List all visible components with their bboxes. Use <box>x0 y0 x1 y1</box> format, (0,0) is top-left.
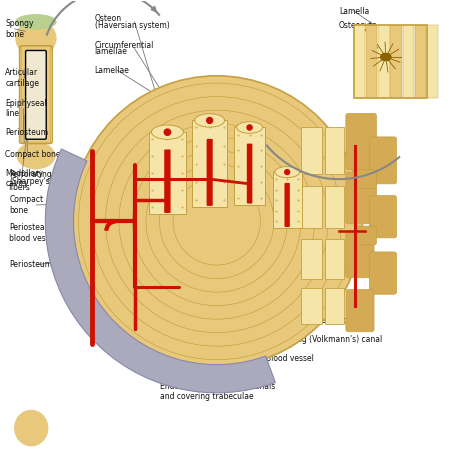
Text: lamellae: lamellae <box>95 48 128 57</box>
Text: Periosteum: Periosteum <box>5 128 49 137</box>
Ellipse shape <box>17 143 55 169</box>
Text: Medullary
cavity: Medullary cavity <box>5 169 43 188</box>
Text: Blood vessel: Blood vessel <box>266 354 314 363</box>
FancyBboxPatch shape <box>366 25 377 98</box>
Text: Compact
bone: Compact bone <box>9 195 43 215</box>
Circle shape <box>164 129 171 135</box>
Text: Osteocyte: Osteocyte <box>339 21 377 30</box>
FancyBboxPatch shape <box>427 25 438 98</box>
Ellipse shape <box>152 125 183 139</box>
Ellipse shape <box>381 53 391 61</box>
Text: fibers: fibers <box>9 183 31 192</box>
Text: Epiphyseal
line: Epiphyseal line <box>5 99 47 118</box>
FancyBboxPatch shape <box>355 226 376 245</box>
FancyBboxPatch shape <box>369 195 397 238</box>
Text: Endosteum lining bony canals
and covering trabeculae: Endosteum lining bony canals and coverin… <box>160 382 276 401</box>
Circle shape <box>71 76 362 367</box>
FancyBboxPatch shape <box>415 25 426 98</box>
Text: Periosteal
blood vessel: Periosteal blood vessel <box>9 223 57 243</box>
Text: Circumferential: Circumferential <box>95 41 154 50</box>
FancyBboxPatch shape <box>346 114 376 170</box>
Text: Perforating: Perforating <box>9 170 52 179</box>
FancyBboxPatch shape <box>346 290 374 332</box>
Text: Periosteum: Periosteum <box>9 260 52 269</box>
FancyBboxPatch shape <box>25 50 46 139</box>
Text: Spongy
bone: Spongy bone <box>5 19 34 39</box>
FancyBboxPatch shape <box>403 25 414 98</box>
Text: Compact bone: Compact bone <box>5 150 61 159</box>
FancyBboxPatch shape <box>369 252 397 294</box>
Circle shape <box>247 125 252 130</box>
FancyBboxPatch shape <box>301 239 322 279</box>
Text: Osteon: Osteon <box>95 14 122 23</box>
Ellipse shape <box>195 114 225 127</box>
Text: Lamella: Lamella <box>339 7 369 16</box>
Ellipse shape <box>275 167 300 178</box>
FancyBboxPatch shape <box>247 144 252 203</box>
Ellipse shape <box>16 15 56 29</box>
FancyBboxPatch shape <box>346 172 376 224</box>
Circle shape <box>284 170 290 175</box>
FancyBboxPatch shape <box>207 139 213 206</box>
Text: Lamellae: Lamellae <box>95 65 130 75</box>
FancyBboxPatch shape <box>164 149 171 213</box>
FancyBboxPatch shape <box>378 25 390 98</box>
FancyBboxPatch shape <box>21 46 51 144</box>
FancyBboxPatch shape <box>273 172 302 228</box>
Text: Articular
cartilage: Articular cartilage <box>5 68 40 88</box>
Ellipse shape <box>15 410 48 446</box>
FancyBboxPatch shape <box>325 239 343 279</box>
Ellipse shape <box>16 21 56 56</box>
FancyBboxPatch shape <box>192 121 227 207</box>
FancyBboxPatch shape <box>325 186 343 228</box>
FancyBboxPatch shape <box>355 170 376 188</box>
FancyBboxPatch shape <box>235 128 265 205</box>
Text: (Sharpey's): (Sharpey's) <box>9 177 53 186</box>
FancyBboxPatch shape <box>325 288 343 324</box>
FancyBboxPatch shape <box>301 128 322 174</box>
FancyBboxPatch shape <box>346 231 374 278</box>
Circle shape <box>207 117 212 123</box>
Ellipse shape <box>236 122 262 133</box>
FancyBboxPatch shape <box>369 137 397 184</box>
FancyBboxPatch shape <box>284 183 290 227</box>
FancyBboxPatch shape <box>149 132 186 214</box>
Text: (Haversian system): (Haversian system) <box>95 21 170 30</box>
FancyBboxPatch shape <box>354 25 365 98</box>
FancyBboxPatch shape <box>325 128 343 174</box>
Wedge shape <box>45 149 276 393</box>
FancyBboxPatch shape <box>301 186 322 228</box>
FancyBboxPatch shape <box>301 288 322 324</box>
Text: Central (Haversian) canal: Central (Haversian) canal <box>266 317 365 325</box>
Text: Perforating (Volkmann's) canal: Perforating (Volkmann's) canal <box>264 335 382 344</box>
FancyBboxPatch shape <box>390 25 402 98</box>
